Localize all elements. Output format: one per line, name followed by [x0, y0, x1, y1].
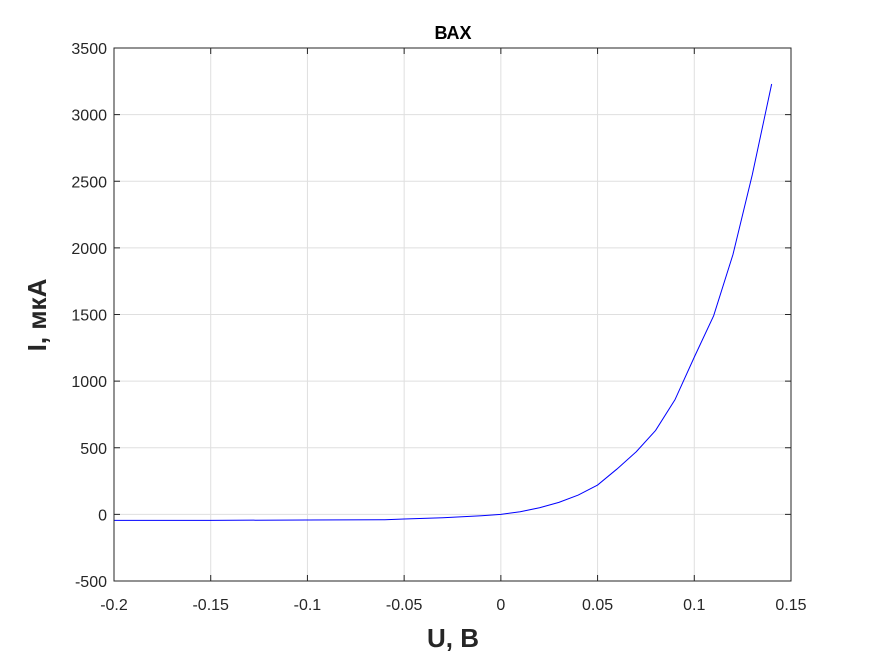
chart-title: ВАХ: [434, 23, 471, 43]
y-tick-label: 2000: [71, 241, 107, 258]
x-tick-label: -0.1: [294, 597, 322, 614]
tick-marks: [113, 47, 792, 582]
y-tick-label: 1000: [71, 374, 107, 391]
y-tick-label: 1500: [71, 308, 107, 325]
y-tick-label: 0: [98, 507, 107, 524]
x-tick-labels: -0.2 -0.15 -0.1 -0.05 0 0.05 0.1 0.15: [100, 597, 806, 614]
y-tick-label: 3000: [71, 108, 107, 125]
y-axis-label: I, мкА: [22, 278, 52, 351]
x-tick-label: 0.05: [582, 597, 613, 614]
x-axis-label: U, В: [427, 623, 479, 653]
x-tick-label: -0.15: [192, 597, 229, 614]
x-tick-label: -0.05: [386, 597, 423, 614]
y-tick-label: 3500: [71, 41, 107, 58]
x-tick-label: 0.1: [683, 597, 705, 614]
series-layer: [114, 83, 773, 521]
x-tick-label: -0.2: [100, 597, 128, 614]
x-tick-label: 0: [496, 597, 505, 614]
y-tick-label: 500: [80, 441, 107, 458]
y-tick-label: -500: [75, 574, 107, 591]
series-line: [114, 83, 773, 521]
y-tick-labels: -500 0 500 1000 1500 2000 2500 3000 3500: [71, 41, 107, 591]
y-tick-label: 2500: [71, 174, 107, 191]
x-tick-label: 0.15: [775, 597, 806, 614]
